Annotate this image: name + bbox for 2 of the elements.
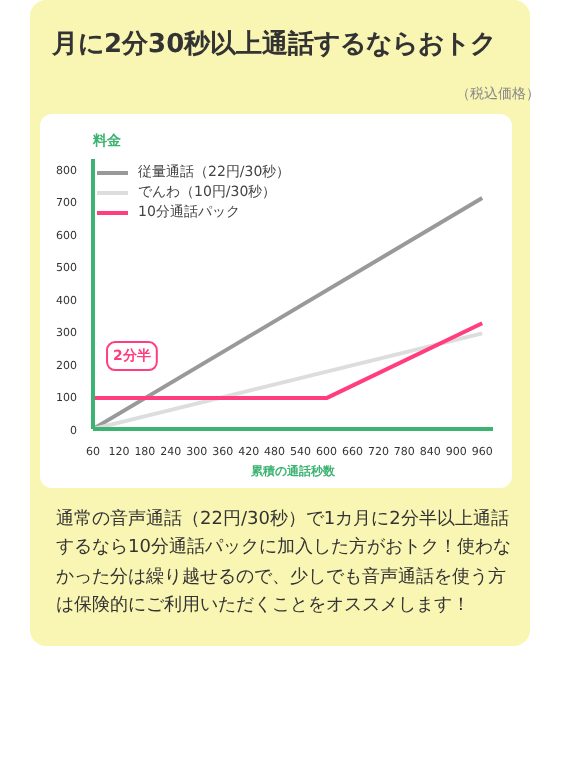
text: 通常の音声通話（22円/30秒）で1カ月に2分半以上通話するなら10分通話パックに加入した方がおトク！使わなかった分は繰り越せるので、少しでも音声通話を使う方は保険的にご利用いただくことをオススメします！ xyxy=(56,507,512,621)
chart-title: 月に2分30秒以上通話するならおトク xyxy=(52,30,497,64)
